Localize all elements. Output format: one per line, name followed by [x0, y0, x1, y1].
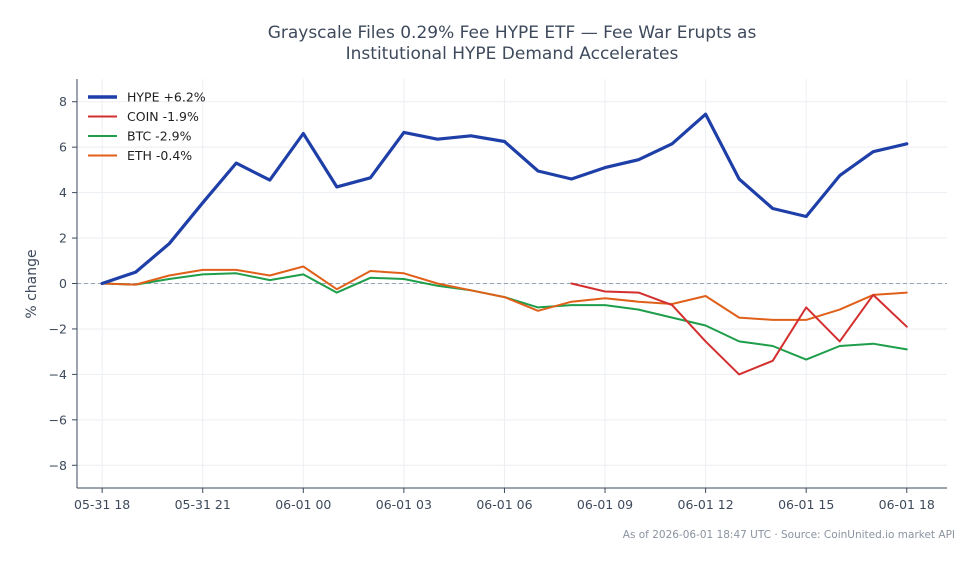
x-tick-label: 06-01 09 — [577, 497, 633, 512]
chart-title-line-2: Institutional HYPE Demand Accelerates — [346, 44, 679, 64]
y-axis-label: % change — [24, 249, 40, 318]
series-lines — [100, 112, 909, 376]
series-line-coin — [570, 282, 908, 376]
x-tick-label: 06-01 00 — [275, 497, 331, 512]
series-line-hype — [100, 112, 909, 286]
legend: HYPE +6.2% COIN -1.9% BTC -2.9% ETH -0.4% — [88, 90, 206, 163]
legend-label-hype: HYPE +6.2% — [127, 90, 206, 105]
x-tick-label: 06-01 15 — [778, 497, 834, 512]
y-tick-label: 8 — [59, 94, 67, 109]
y-tick-label: −6 — [49, 412, 67, 427]
y-tick-label: 0 — [59, 276, 67, 291]
legend-label-btc: BTC -2.9% — [127, 129, 192, 144]
y-tick-label: −4 — [49, 367, 67, 382]
legend-label-eth: ETH -0.4% — [127, 148, 192, 163]
y-tick-label: 6 — [59, 140, 67, 155]
y-tick-label: −8 — [49, 458, 67, 473]
y-axis-ticks: −8 −6 −4 −2 0 2 4 6 8 — [49, 94, 77, 473]
legend-label-coin: COIN -1.9% — [127, 109, 199, 124]
y-tick-label: −2 — [49, 321, 67, 336]
x-tick-label: 06-01 18 — [879, 497, 935, 512]
y-tick-label: 4 — [59, 185, 67, 200]
x-tick-label: 06-01 12 — [678, 497, 734, 512]
x-tick-label: 06-01 03 — [376, 497, 432, 512]
series-line-eth — [101, 265, 908, 321]
chart-title-line-1: Grayscale Files 0.29% Fee HYPE ETF — Fee… — [268, 23, 757, 43]
footnote: As of 2026-06-01 18:47 UTC · Source: Coi… — [623, 529, 955, 541]
x-tick-label: 05-31 18 — [74, 497, 130, 512]
y-tick-label: 2 — [59, 231, 67, 246]
x-axis-ticks: 05-31 18 05-31 21 06-01 00 06-01 03 06-01 06… — [74, 488, 935, 512]
x-tick-label: 05-31 21 — [175, 497, 231, 512]
x-tick-label: 06-01 06 — [476, 497, 532, 512]
